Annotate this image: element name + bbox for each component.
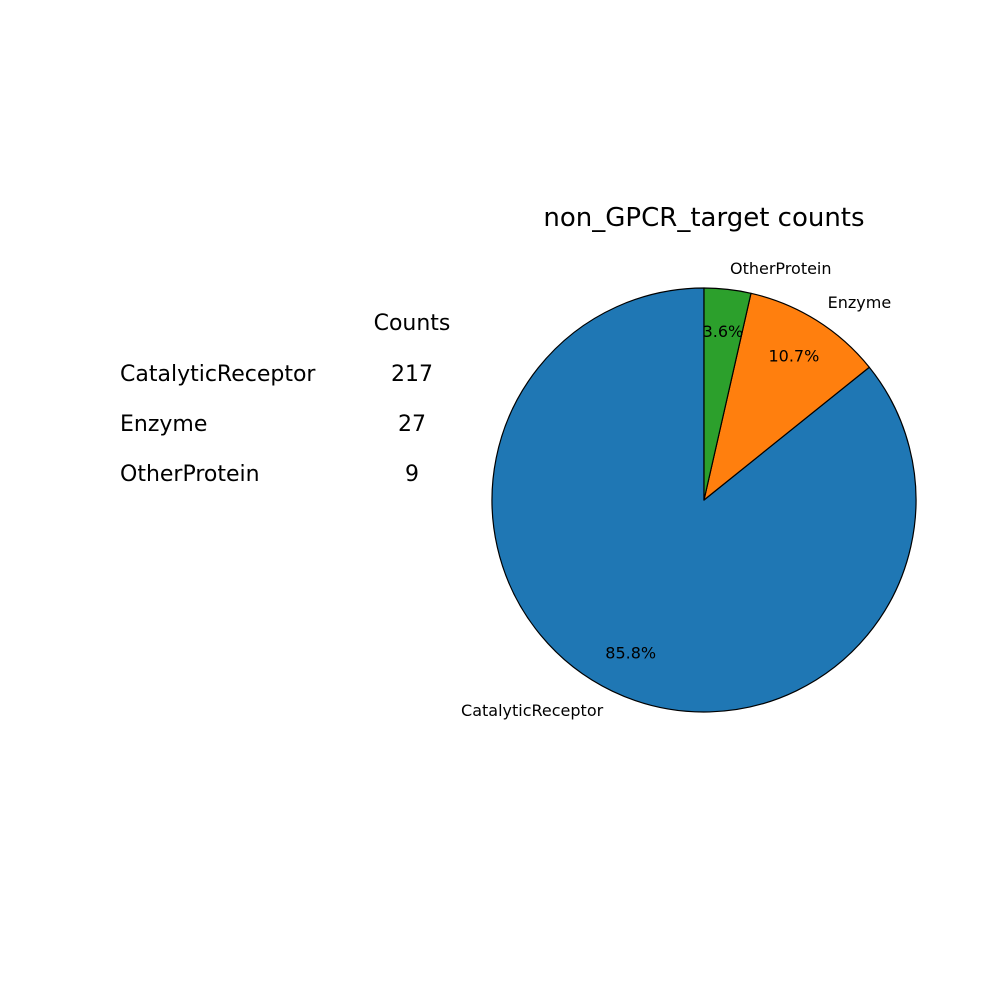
pie-labels: 85.8% CatalyticReceptor 10.7% Enzyme 3.6% Oth… [461,259,891,720]
pie-slice-catalyticreceptor [491,287,917,713]
table-count-enzyme: 27 [398,412,426,437]
pct-label-catalyticreceptor: 85.8% [605,643,656,662]
chart-title: non_GPCR_target counts [543,203,864,233]
table-label-otherprotein: OtherProtein [120,462,260,487]
table-count-otherprotein: 9 [405,462,419,487]
pct-label-enzyme: 10.7% [768,347,819,366]
table-label-enzyme: Enzyme [120,412,207,437]
table-count-catalyticreceptor: 217 [391,362,433,387]
table-label-catalyticreceptor: CatalyticReceptor [120,362,316,387]
pie-slice-enzyme [703,292,870,501]
counts-table: Counts CatalyticReceptor 217 Enzyme 27 O… [120,311,450,487]
pie-slices [491,287,917,713]
pie-slice-otherprotein [703,287,752,501]
pct-label-otherprotein: 3.6% [703,322,744,341]
slice-label-otherprotein: OtherProtein [730,259,832,278]
table-header-counts: Counts [374,311,451,336]
slice-label-enzyme: Enzyme [828,293,892,312]
slice-label-catalyticreceptor: CatalyticReceptor [461,701,604,720]
